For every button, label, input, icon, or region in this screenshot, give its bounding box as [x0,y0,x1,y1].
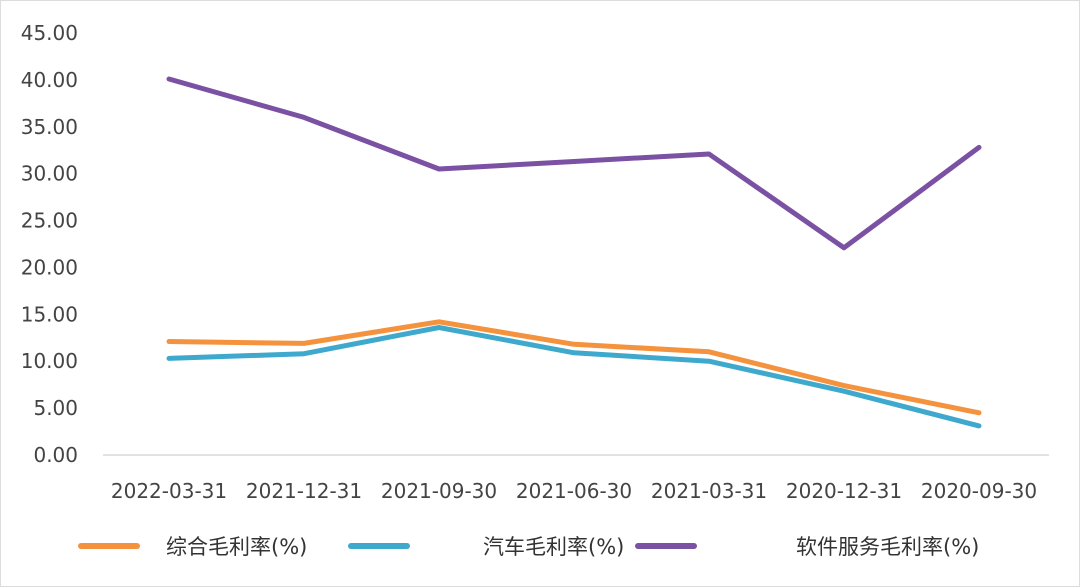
y-tick-label: 45.00 [21,21,78,45]
y-tick-label: 30.00 [21,162,78,186]
legend-label-2: 软件服务毛利率(%) [796,535,979,559]
series-group [166,76,982,429]
y-tick-label: 25.00 [21,209,78,233]
legend: 综合毛利率(%) 汽车毛利率(%) 软件服务毛利率(%) [78,535,979,559]
x-tick-label: 2022-03-31 [111,479,227,503]
x-tick-label: 2020-12-31 [786,479,902,503]
y-tick-label: 20.00 [21,255,78,279]
x-tick-label: 2021-12-31 [246,479,362,503]
series-line-0 [166,319,982,416]
y-axis: 0.00 5.00 10.00 15.00 20.00 25.00 30.00 35.00 40… [21,21,78,467]
y-tick-label: 35.00 [21,115,78,139]
x-tick-label: 2021-09-30 [381,479,497,503]
y-tick-label: 0.00 [33,443,78,467]
x-tick-label: 2021-06-30 [516,479,632,503]
x-tick-label: 2021-03-31 [651,479,767,503]
legend-label-0: 综合毛利率(%) [166,535,307,559]
y-tick-label: 40.00 [21,68,78,92]
y-tick-label: 15.00 [21,302,78,326]
y-tick-label: 10.00 [21,349,78,373]
x-tick-label: 2020-09-30 [921,479,1037,503]
legend-label-1: 汽车毛利率(%) [483,535,624,559]
series-line-2 [166,76,982,251]
y-tick-label: 5.00 [33,396,78,420]
series-line-1 [166,325,982,429]
x-axis: 2022-03-31 2021-12-31 2021-09-30 2021-06-30… [111,479,1037,503]
